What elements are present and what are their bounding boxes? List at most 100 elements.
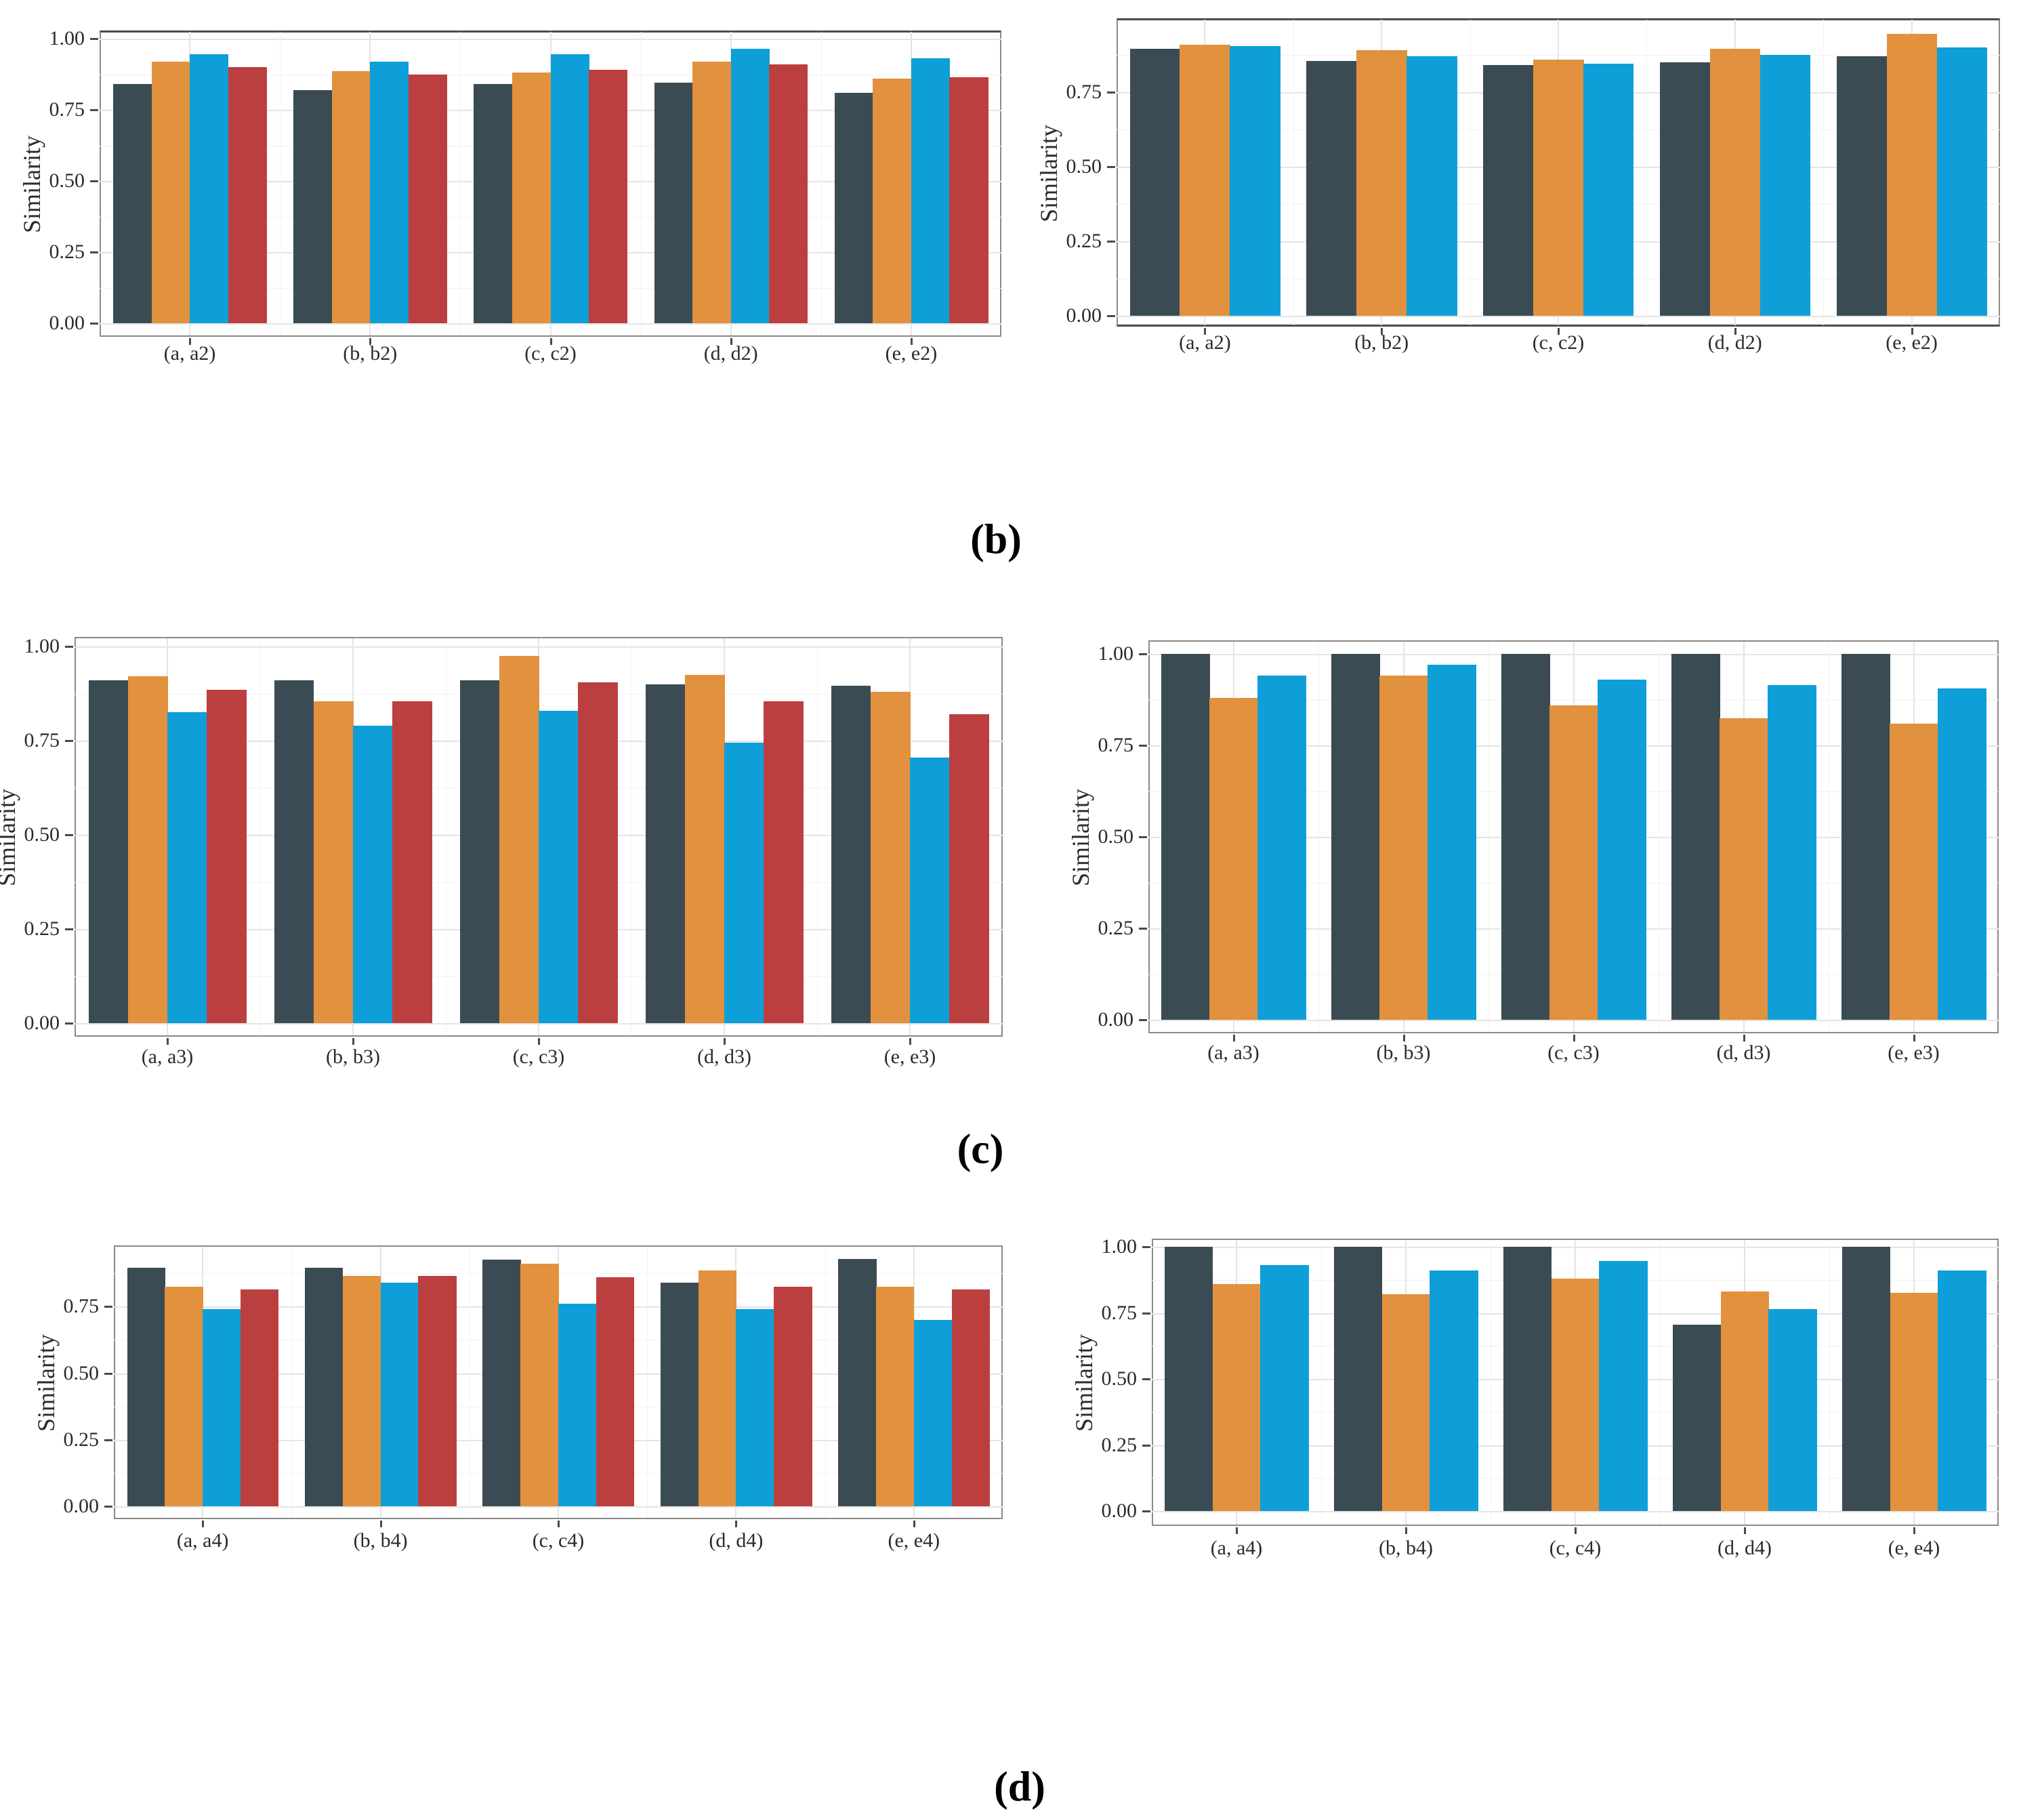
y-tick-mark xyxy=(104,1306,112,1308)
x-tick-mark xyxy=(1913,1527,1915,1534)
bar-orange-(d, d3) xyxy=(1719,718,1768,1020)
x-tick-label: (a, a4) xyxy=(1210,1537,1263,1559)
bar-dark-(d, d3) xyxy=(645,684,686,1023)
bar-red-(b, b4) xyxy=(418,1276,457,1506)
y-axis-label: Similarity xyxy=(33,1334,60,1432)
gridline-vertical-minor xyxy=(1470,20,1471,325)
bar-orange-(c, c4) xyxy=(520,1264,559,1506)
y-tick-mark xyxy=(1139,836,1147,838)
x-tick-label: (a, a4) xyxy=(176,1529,229,1552)
bar-red-(a, a2) xyxy=(228,67,267,323)
bar-blue-(b, b3) xyxy=(353,725,393,1023)
x-tick-label: (e, e2) xyxy=(1886,331,1938,354)
bar-red-(b, b3) xyxy=(392,701,433,1023)
y-tick-label: 0.00 xyxy=(24,1012,60,1034)
gridline-vertical-minor xyxy=(1646,20,1648,325)
y-tick-mark xyxy=(104,1506,112,1508)
y-tick-mark xyxy=(1139,1019,1147,1021)
x-tick-label: (a, a2) xyxy=(1179,331,1231,354)
bar-dark-(d, d2) xyxy=(1659,62,1711,316)
bar-blue-(b, b2) xyxy=(370,61,409,323)
bar-blue-(e, e2) xyxy=(911,58,951,323)
y-tick-label: 1.00 xyxy=(1101,1235,1138,1258)
y-tick-label: 0.25 xyxy=(63,1428,100,1451)
x-tick-mark xyxy=(1236,1527,1238,1534)
bar-blue-(e, e2) xyxy=(1936,47,1988,316)
bar-red-(d, d3) xyxy=(764,701,804,1023)
x-tick-label: (b, b3) xyxy=(326,1046,380,1068)
gridline-vertical-minor xyxy=(1293,20,1294,325)
x-tick-label: (a, a3) xyxy=(141,1046,194,1068)
bar-blue-(a, a2) xyxy=(190,54,229,323)
y-tick-mark xyxy=(1142,1312,1150,1315)
y-tick-mark xyxy=(1139,745,1147,747)
bar-orange-(c, c3) xyxy=(499,655,539,1023)
x-tick-label: (e, e2) xyxy=(885,342,938,365)
y-tick-mark xyxy=(90,38,98,40)
bar-orange-(e, e3) xyxy=(870,691,911,1023)
y-tick-label: 0.75 xyxy=(63,1295,100,1318)
x-tick-label: (c, c4) xyxy=(532,1529,585,1552)
x-tick-label: (d, d4) xyxy=(1718,1537,1772,1559)
gridline-vertical-minor xyxy=(820,32,822,335)
bar-dark-(b, b3) xyxy=(1331,654,1380,1020)
bar-orange-(b, b3) xyxy=(1379,676,1428,1020)
y-tick-label: 0.75 xyxy=(1098,734,1134,756)
y-tick-label: 0.75 xyxy=(24,729,60,751)
y-tick-mark xyxy=(65,740,73,742)
y-axis-label: Similarity xyxy=(1035,124,1062,222)
y-tick-mark xyxy=(65,1022,73,1025)
bar-orange-(b, b4) xyxy=(1381,1294,1430,1511)
gridline-vertical-minor xyxy=(1318,642,1319,1032)
x-tick-label: (c, c2) xyxy=(524,342,577,365)
y-tick-label: 1.00 xyxy=(49,27,85,49)
bar-dark-(c, c4) xyxy=(1503,1247,1552,1511)
y-tick-mark xyxy=(90,251,98,253)
bar-orange-(d, d4) xyxy=(1720,1291,1769,1511)
bar-red-(c, c4) xyxy=(596,1277,635,1506)
gridline-vertical-minor xyxy=(1321,1240,1322,1525)
x-tick-label: (a, a2) xyxy=(163,342,216,365)
y-tick-label: 0.25 xyxy=(49,241,85,263)
x-tick-mark xyxy=(1402,1035,1405,1041)
y-tick-mark xyxy=(1107,91,1115,94)
y-tick-mark xyxy=(1142,1246,1150,1248)
x-tick-label: (c, c2) xyxy=(1532,331,1585,354)
caption-d: (d) xyxy=(994,1764,1045,1811)
bar-blue-(a, a3) xyxy=(167,712,207,1023)
gridline-vertical-minor xyxy=(817,638,818,1035)
x-tick-mark xyxy=(909,1038,911,1045)
x-tick-mark xyxy=(1232,1035,1235,1041)
bar-dark-(e, e3) xyxy=(831,686,871,1023)
bar-orange-(a, a4) xyxy=(165,1286,203,1506)
bar-orange-(b, b4) xyxy=(342,1276,381,1506)
gridline-vertical-minor xyxy=(460,32,461,335)
x-tick-label: (b, b4) xyxy=(353,1529,408,1552)
x-tick-label: (c, c3) xyxy=(1547,1041,1600,1064)
bar-orange-(a, a2) xyxy=(1180,44,1230,316)
bar-orange-(d, d3) xyxy=(684,674,725,1023)
bar-orange-(a, a3) xyxy=(127,676,168,1023)
x-tick-mark xyxy=(549,338,552,345)
y-tick-label: 0.50 xyxy=(24,823,60,846)
bar-dark-(a, a2) xyxy=(1129,49,1181,316)
gridline-vertical-minor xyxy=(1829,1240,1830,1525)
x-tick-label: (e, e3) xyxy=(1888,1041,1940,1064)
y-tick-label: 0.50 xyxy=(1098,825,1134,848)
y-tick-mark xyxy=(90,323,98,325)
bar-blue-(e, e4) xyxy=(913,1319,953,1506)
gridline-vertical-minor xyxy=(1823,20,1825,325)
bar-orange-(e, e4) xyxy=(1890,1293,1938,1511)
y-tick-label: 0.25 xyxy=(1101,1433,1138,1456)
y-tick-label: 0.50 xyxy=(1101,1367,1138,1390)
y-axis-label: Similarity xyxy=(18,136,45,233)
x-tick-label: (d, d2) xyxy=(703,342,758,365)
y-tick-mark xyxy=(1107,315,1115,317)
y-tick-mark xyxy=(104,1372,112,1375)
y-axis-label: Similarity xyxy=(1067,789,1094,886)
bar-orange-(d, d2) xyxy=(1709,49,1761,316)
x-tick-mark xyxy=(538,1038,540,1045)
x-tick-label: (d, d4) xyxy=(709,1529,764,1552)
bar-blue-(d, d4) xyxy=(1768,1308,1817,1511)
bar-red-(c, c3) xyxy=(578,682,619,1023)
